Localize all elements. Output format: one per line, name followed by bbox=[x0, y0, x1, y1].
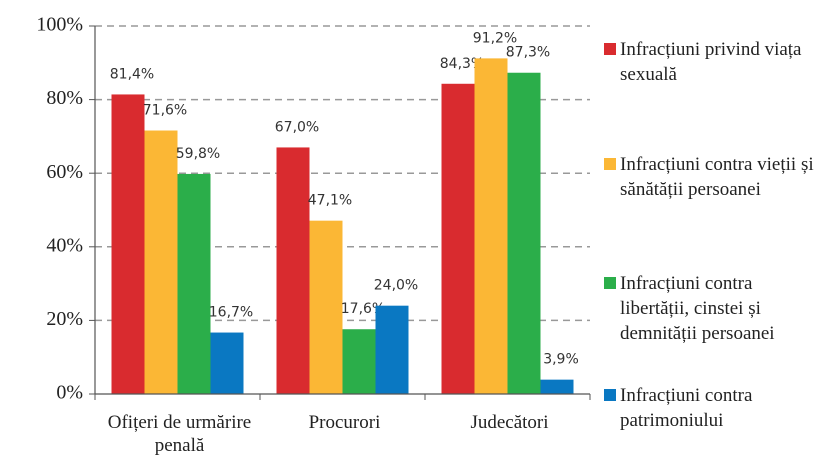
bar bbox=[342, 329, 376, 394]
bar bbox=[540, 379, 574, 394]
bar bbox=[441, 83, 475, 394]
value-label: 59,8% bbox=[176, 146, 220, 162]
value-label: 81,4% bbox=[110, 66, 154, 82]
bar bbox=[144, 130, 178, 394]
bar bbox=[474, 58, 508, 394]
y-tick-label: 60% bbox=[46, 161, 83, 183]
legend-swatch bbox=[604, 277, 616, 289]
bar bbox=[507, 72, 541, 395]
y-tick-label: 20% bbox=[46, 308, 83, 330]
legend-item: Infracțiuni contra libertății, cinstei ș… bbox=[604, 271, 816, 346]
legend-item: Infracțiuni contra vieții și sănătății p… bbox=[604, 152, 816, 202]
legend-label: Infracțiuni contra libertății, cinstei ș… bbox=[620, 273, 775, 344]
bar bbox=[210, 332, 244, 394]
value-label: 67,0% bbox=[275, 119, 319, 135]
x-tick-label: Judecători bbox=[470, 412, 549, 433]
x-tick-label: Ofițeri de urmărire penală bbox=[107, 412, 252, 456]
legend-swatch bbox=[604, 43, 616, 55]
legend-label: Infracțiuni privind viața sexuală bbox=[620, 39, 802, 85]
value-label: 71,6% bbox=[143, 103, 187, 119]
y-tick-label: 40% bbox=[46, 234, 83, 256]
value-label: 17,6% bbox=[341, 301, 385, 317]
value-label: 87,3% bbox=[506, 45, 550, 61]
legend-swatch bbox=[604, 158, 616, 170]
value-label: 84,3% bbox=[440, 56, 484, 72]
value-label: 91,2% bbox=[473, 30, 517, 46]
legend-swatch bbox=[604, 389, 616, 401]
value-label: 47,1% bbox=[308, 193, 352, 209]
legend-item: Infracțiuni contra patrimoniului bbox=[604, 383, 816, 433]
bar bbox=[111, 94, 145, 394]
value-label: 16,7% bbox=[209, 305, 253, 321]
legend-label: Infracțiuni contra vieții și sănătății p… bbox=[620, 154, 814, 200]
legend-label: Infracțiuni contra patrimoniului bbox=[620, 385, 753, 431]
legend-item: Infracțiuni privind viața sexuală bbox=[604, 37, 816, 87]
y-tick-label: 80% bbox=[46, 87, 83, 109]
bar bbox=[375, 305, 409, 394]
x-tick-label: Procurori bbox=[308, 412, 381, 433]
bar bbox=[309, 220, 343, 394]
y-tick-label: 0% bbox=[56, 382, 83, 404]
bar bbox=[276, 147, 310, 394]
value-label: 3,9% bbox=[543, 352, 579, 368]
bar bbox=[177, 173, 211, 394]
value-label: 24,0% bbox=[374, 278, 418, 294]
y-tick-label: 100% bbox=[36, 14, 83, 36]
